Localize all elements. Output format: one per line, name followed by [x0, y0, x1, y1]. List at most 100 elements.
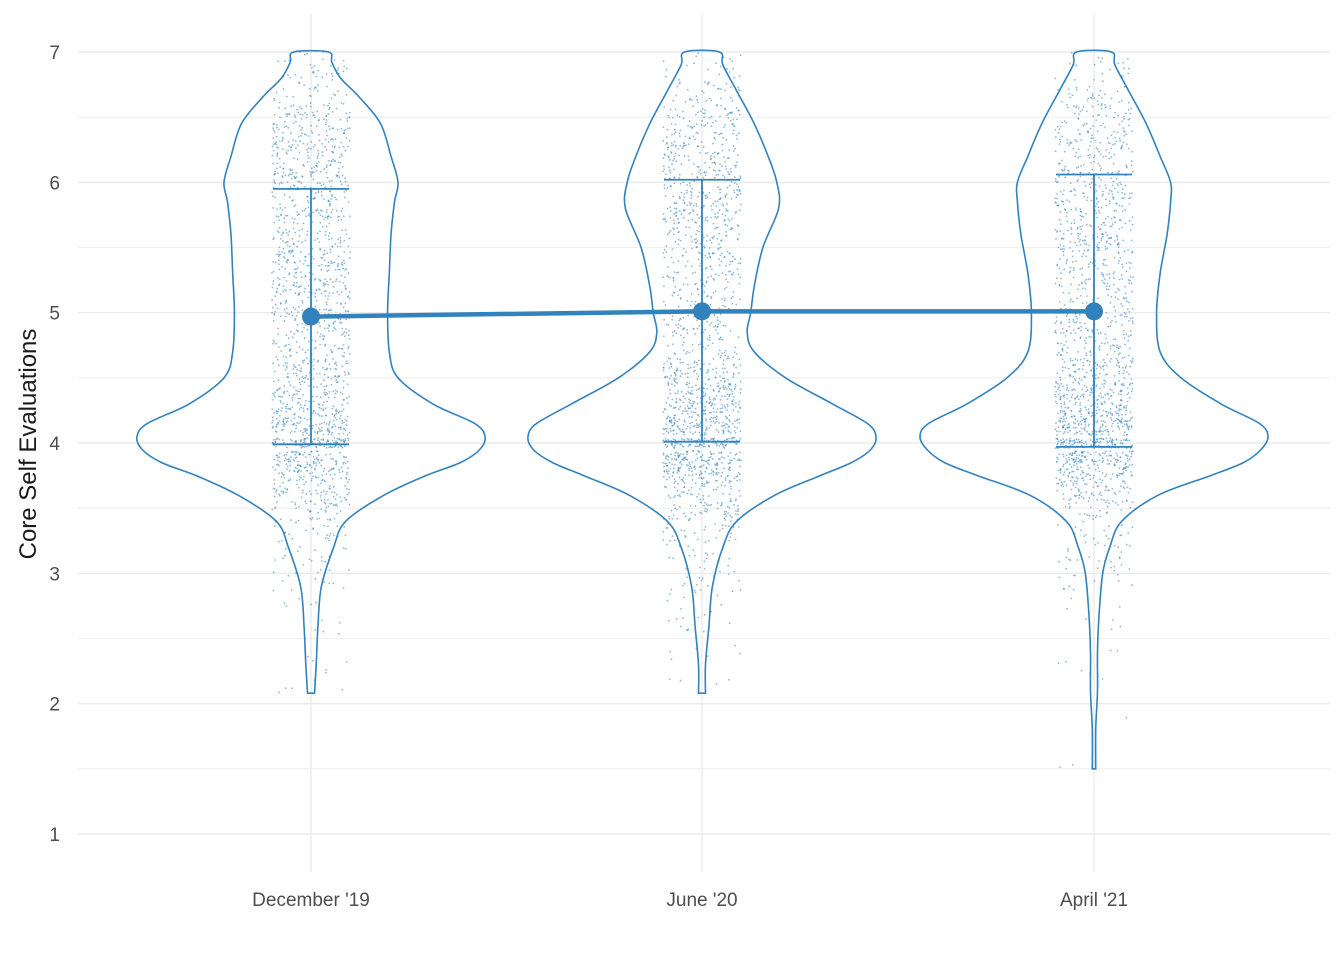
jitter-point — [1094, 183, 1097, 186]
jitter-point — [1123, 377, 1126, 380]
jitter-point — [336, 128, 339, 131]
jitter-point — [1102, 420, 1105, 423]
jitter-point — [1090, 434, 1092, 436]
jitter-point — [278, 253, 281, 256]
jitter-point — [1113, 463, 1116, 466]
jitter-point — [1064, 335, 1067, 337]
jitter-point — [340, 428, 342, 430]
jitter-point — [282, 290, 285, 293]
jitter-point — [1121, 120, 1124, 123]
jitter-point — [739, 391, 742, 394]
jitter-point — [721, 403, 724, 406]
jitter-point — [331, 72, 333, 75]
jitter-point — [327, 376, 330, 378]
jitter-point — [672, 433, 675, 436]
jitter-point — [278, 263, 280, 266]
jitter-point — [675, 332, 678, 335]
jitter-point — [284, 60, 286, 62]
jitter-point — [681, 584, 684, 587]
jitter-point — [337, 219, 340, 222]
jitter-point — [1067, 431, 1070, 434]
jitter-point — [1098, 441, 1100, 444]
jitter-point — [731, 516, 733, 519]
jitter-point — [668, 156, 670, 159]
jitter-point — [290, 146, 293, 149]
jitter-point — [695, 361, 698, 364]
jitter-point — [333, 473, 336, 476]
jitter-point — [1083, 429, 1086, 431]
jitter-point — [1116, 131, 1119, 134]
jitter-point — [702, 413, 705, 415]
jitter-point — [724, 273, 727, 276]
jitter-point — [1099, 141, 1101, 144]
jitter-point — [344, 284, 346, 287]
jitter-point — [1092, 486, 1095, 488]
jitter-point — [347, 310, 350, 313]
jitter-point — [721, 252, 723, 255]
jitter-point — [304, 351, 307, 354]
jitter-point — [1072, 276, 1075, 279]
jitter-point — [701, 454, 704, 456]
jitter-point — [299, 251, 302, 254]
jitter-point — [705, 510, 708, 513]
jitter-point — [283, 120, 286, 123]
jitter-point — [271, 421, 273, 424]
jitter-point — [318, 517, 321, 520]
jitter-point — [723, 467, 725, 470]
jitter-point — [1119, 625, 1122, 628]
jitter-point — [725, 286, 728, 289]
jitter-point — [690, 197, 693, 199]
jitter-point — [1103, 264, 1105, 266]
jitter-point — [694, 468, 697, 470]
jitter-point — [1120, 439, 1123, 442]
jitter-point — [1074, 403, 1076, 406]
jitter-point — [667, 344, 669, 347]
jitter-point — [1066, 258, 1069, 261]
jitter-point — [1056, 197, 1058, 200]
jitter-point — [272, 123, 275, 125]
jitter-point — [679, 375, 682, 377]
jitter-point — [303, 446, 306, 448]
jitter-point — [1066, 351, 1068, 354]
jitter-point — [332, 390, 335, 393]
jitter-point — [311, 66, 313, 69]
jitter-point — [728, 414, 731, 417]
jitter-point — [696, 240, 699, 242]
jitter-point — [1088, 363, 1091, 366]
jitter-point — [1059, 478, 1061, 481]
jitter-point — [689, 126, 692, 128]
jitter-point — [737, 526, 740, 528]
jitter-point — [291, 537, 294, 540]
jitter-point — [1113, 491, 1116, 494]
jitter-point — [303, 326, 305, 329]
jitter-point — [1119, 534, 1122, 537]
jitter-point — [715, 488, 718, 491]
jitter-point — [315, 75, 318, 78]
jitter-point — [328, 222, 331, 225]
jitter-point — [282, 481, 284, 484]
jitter-point — [666, 445, 669, 447]
jitter-point — [1108, 237, 1110, 240]
jitter-point — [272, 137, 275, 140]
jitter-point — [690, 173, 693, 175]
jitter-point — [281, 251, 284, 254]
jitter-point — [669, 421, 672, 423]
jitter-point — [1126, 393, 1129, 396]
jitter-point — [300, 470, 303, 472]
jitter-point — [703, 431, 706, 434]
jitter-point — [1076, 359, 1079, 362]
jitter-point — [293, 460, 296, 462]
jitter-point — [327, 499, 329, 501]
jitter-point — [712, 420, 715, 423]
jitter-point — [1090, 492, 1093, 494]
jitter-point — [1062, 463, 1065, 466]
jitter-point — [1126, 420, 1129, 422]
jitter-point — [1110, 566, 1112, 569]
jitter-point — [1085, 255, 1087, 258]
jitter-point — [732, 255, 734, 258]
jitter-point — [1100, 426, 1102, 428]
jitter-point — [1109, 437, 1112, 440]
jitter-point — [1123, 369, 1126, 372]
jitter-point — [342, 398, 345, 401]
jitter-point — [685, 458, 688, 461]
